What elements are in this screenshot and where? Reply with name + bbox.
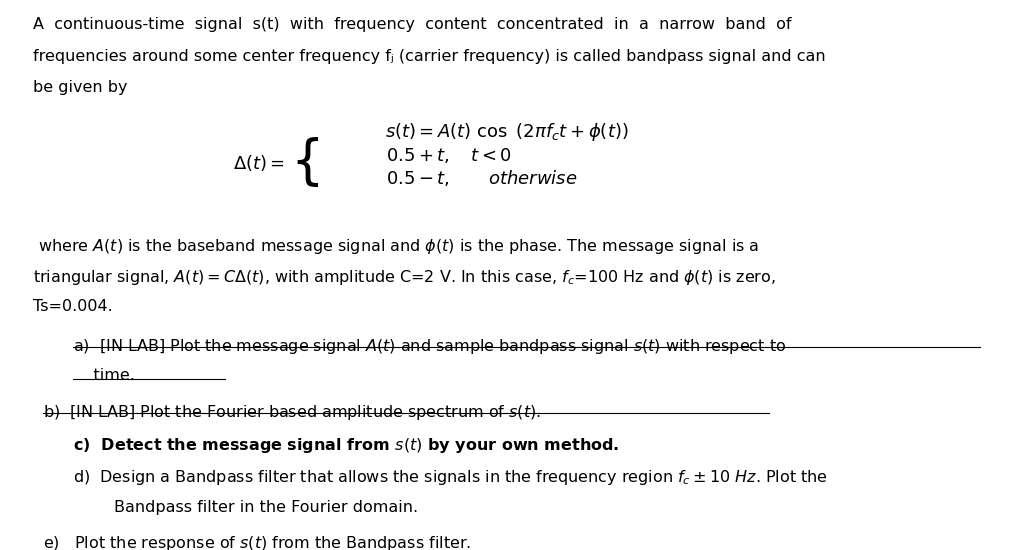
Text: d)  Design a Bandpass filter that allows the signals in the frequency region $f_: d) Design a Bandpass filter that allows … [73,469,828,487]
Text: time.: time. [73,368,135,383]
Text: frequencies around some center frequency fⱼ (carrier frequency) is called bandpa: frequencies around some center frequency… [33,48,826,64]
Text: b)  [IN LAB] Plot the Fourier based amplitude spectrum of $s(t)$.: b) [IN LAB] Plot the Fourier based ampli… [43,403,541,422]
Text: Bandpass filter in the Fourier domain.: Bandpass filter in the Fourier domain. [73,500,419,515]
Text: Ts=0.004.: Ts=0.004. [33,299,112,314]
Text: triangular signal, $A(t)=C\Delta(t)$, with amplitude C=2 V. In this case, $f_c$=: triangular signal, $A(t)=C\Delta(t)$, wi… [33,268,775,287]
Text: be given by: be given by [33,80,128,95]
Text: $\Delta(t) = $: $\Delta(t) = $ [233,153,285,173]
Text: $0.5 - t,\quad\quad \mathit{otherwise}$: $0.5 - t,\quad\quad \mathit{otherwise}$ [386,168,577,188]
Text: e)   Plot the response of $s(t)$ from the Bandpass filter.: e) Plot the response of $s(t)$ from the … [43,534,471,550]
Text: $s(t)=A(t)\ \cos\ (2\pi f_c t + \phi(t))$: $s(t)=A(t)\ \cos\ (2\pi f_c t + \phi(t))… [385,120,629,142]
Text: {: { [290,137,324,189]
Text: c)  Detect the message signal from $s(t)$ by your own method.: c) Detect the message signal from $s(t)$… [73,436,620,454]
Text: a)  [IN LAB] Plot the message signal $A(t)$ and sample bandpass signal $s(t)$ wi: a) [IN LAB] Plot the message signal $A(t… [73,337,787,356]
Text: A  continuous-time  signal  s(t)  with  frequency  content  concentrated  in  a : A continuous-time signal s(t) with frequ… [33,17,792,32]
Text: $0.5 + t,\quad t < 0$: $0.5 + t,\quad t < 0$ [386,146,511,165]
Text: where $A(t)$ is the baseband message signal and $\phi(t)$ is the phase. The mess: where $A(t)$ is the baseband message sig… [33,236,759,256]
